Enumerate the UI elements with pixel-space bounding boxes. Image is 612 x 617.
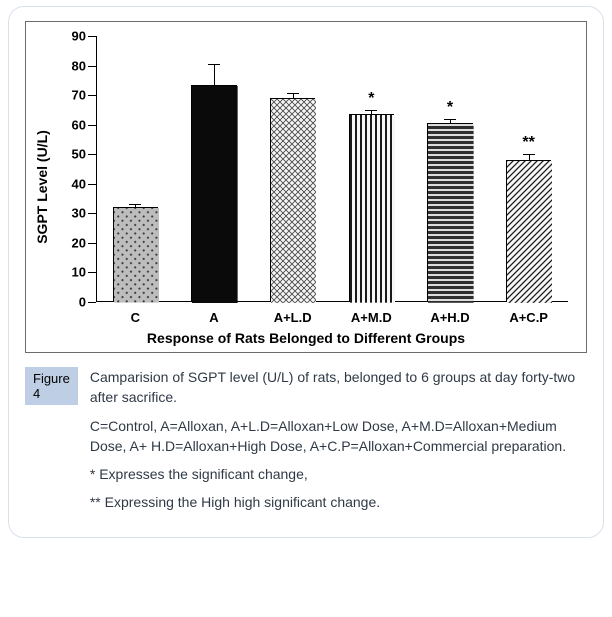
y-tick-label: 0 [79,295,96,310]
y-tick-label: 50 [72,147,96,162]
bar [191,85,237,302]
caption-text: Camparision of SGPT level (U/L) of rats,… [90,367,587,521]
axes [96,36,568,302]
y-tick-label: 10 [72,265,96,280]
x-tick-label: A+C.P [509,302,548,325]
x-tick-label: A+M.D [351,302,392,325]
y-tick-label: 70 [72,88,96,103]
y-tick-label: 40 [72,176,96,191]
y-tick-label: 80 [72,58,96,73]
y-tick-label: 90 [72,29,96,44]
error-cap [208,64,220,65]
y-tick-label: 20 [72,235,96,250]
significance-marker: * [368,90,374,108]
bar [113,207,159,302]
figure-card: 0 10 20 30 40 50 60 70 80 90 C A A+L.D * A+M.D * A+H.D **… [8,6,604,538]
x-tick-label: A+H.D [430,302,469,325]
y-axis-label: SGPT Level (U/L) [34,130,50,244]
error-cap [444,119,456,120]
caption-line-3: * Expresses the significant change, [90,464,587,484]
error-cap [523,154,535,155]
x-axis-label: Response of Rats Belonged to Different G… [147,330,465,346]
error-cap [287,93,299,94]
bar [270,98,316,302]
y-tick-label: 60 [72,117,96,132]
bar [349,114,395,302]
y-tick-label: 30 [72,206,96,221]
x-tick-label: A [209,302,218,325]
caption-line-1: Camparision of SGPT level (U/L) of rats,… [90,367,587,408]
significance-marker: ** [522,134,534,152]
caption-block: Figure 4 Camparision of SGPT level (U/L)… [25,367,587,521]
error-cap [129,204,141,205]
significance-marker: * [447,99,453,117]
error-bar [214,64,215,85]
x-tick-label: A+L.D [274,302,312,325]
bar [427,123,473,302]
plot-area: 0102030405060708090CAA+L.D*A+M.D*A+H.D**… [96,36,568,302]
x-axis [96,301,568,302]
chart-box: 0 10 20 30 40 50 60 70 80 90 C A A+L.D * A+M.D * A+H.D **… [25,21,587,353]
bar [506,160,552,302]
x-tick-label: C [131,302,140,325]
figure-badge: Figure 4 [25,367,78,405]
caption-line-4: ** Expressing the High high significant … [90,492,587,512]
y-axis [96,36,97,302]
error-cap [365,110,377,111]
caption-line-2: C=Control, A=Alloxan, A+L.D=Alloxan+Low … [90,416,587,457]
